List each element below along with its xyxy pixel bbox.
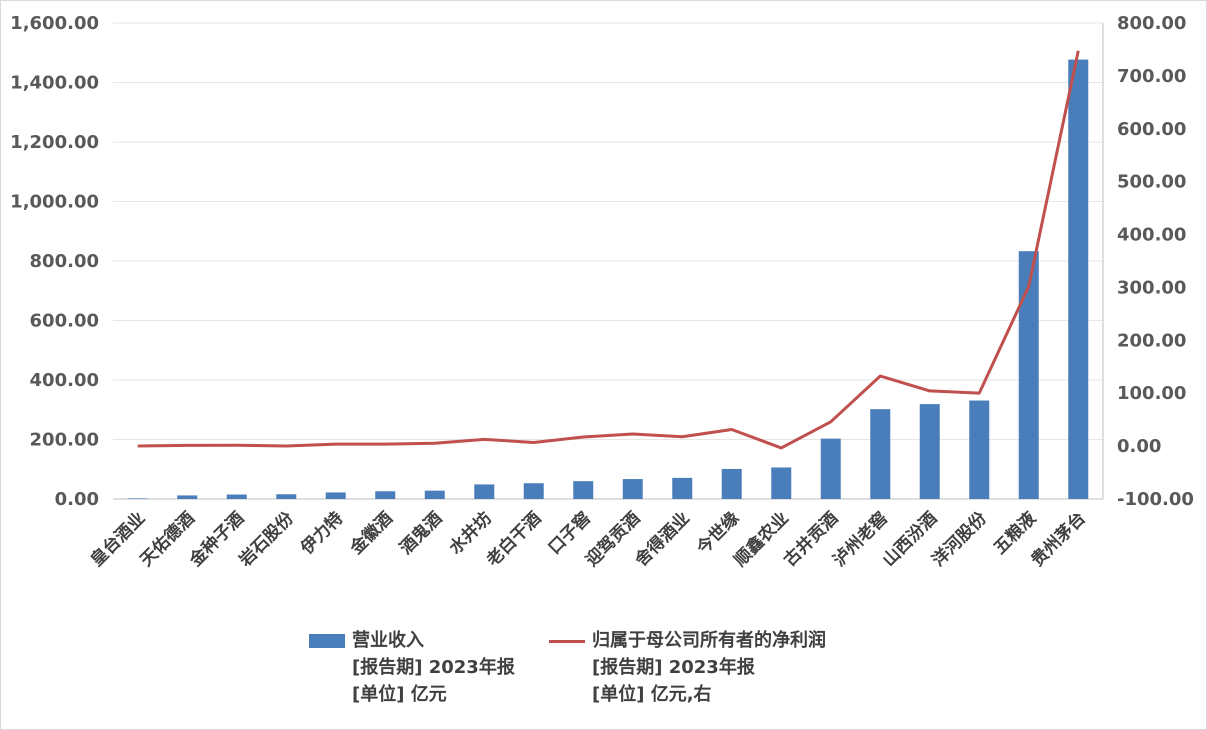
x-tick-label: 金徽酒 bbox=[345, 508, 397, 560]
revenue-bar bbox=[573, 481, 594, 499]
x-tick-label: 山西汾酒 bbox=[878, 508, 941, 571]
x-tick-label: 天佑德酒 bbox=[136, 508, 199, 571]
legend-revenue-period: [报告期] 2023年报 bbox=[352, 657, 515, 678]
revenue-bar bbox=[226, 494, 247, 499]
y-left-tick-label: 800.00 bbox=[30, 251, 99, 272]
y-left-tick-label: 600.00 bbox=[30, 311, 99, 332]
legend-profit-unit: [单位] 亿元,右 bbox=[592, 684, 712, 705]
y-left-tick-label: 400.00 bbox=[30, 370, 99, 391]
y-left-tick-label: 1,200.00 bbox=[10, 132, 99, 153]
revenue-bar bbox=[771, 467, 792, 499]
legend-revenue-unit: [单位] 亿元 bbox=[352, 684, 447, 705]
x-tick-label: 老白干酒 bbox=[482, 508, 546, 572]
x-tick-label: 皇台酒业 bbox=[86, 508, 149, 571]
revenue-bar bbox=[325, 492, 346, 499]
x-tick-label: 泸州老窖 bbox=[829, 508, 892, 571]
legend-swatch-revenue bbox=[309, 634, 345, 648]
revenue-bar bbox=[523, 483, 544, 499]
revenue-bar bbox=[474, 484, 495, 499]
revenue-bar bbox=[622, 479, 643, 499]
chart-canvas: 0.00 200.00 400.00 600.00 800.00 1,000.00 1,20… bbox=[10, 13, 1194, 572]
x-tick-label: 洋河股份 bbox=[928, 507, 992, 571]
y-left-tick-label: 1,400.00 bbox=[10, 73, 99, 94]
legend-swatch-profit bbox=[549, 640, 585, 643]
y-right-tick-label: 800.00 bbox=[1117, 13, 1186, 34]
revenue-bar bbox=[1068, 59, 1089, 499]
x-tick-label: 古井贡酒 bbox=[779, 508, 842, 571]
x-tick-label: 岩石股份 bbox=[234, 507, 298, 571]
x-tick-label: 舍得酒业 bbox=[631, 508, 694, 571]
revenue-bar bbox=[424, 490, 445, 499]
revenue-bar bbox=[672, 477, 693, 499]
y-left-tick-label: 1,600.00 bbox=[10, 13, 99, 34]
net-profit-line bbox=[137, 50, 1080, 450]
legend-profit-period: [报告期] 2023年报 bbox=[592, 657, 755, 678]
legend-profit: 归属于母公司所有者的净利润 [报告期] 2023年报 [单位] 亿元,右 bbox=[592, 627, 826, 708]
x-tick-label: 酒鬼酒 bbox=[395, 508, 446, 559]
y-right-tick-label: 300.00 bbox=[1117, 277, 1186, 298]
x-tick-label: 贵州茅台 bbox=[1027, 508, 1090, 571]
x-tick-label: 迎驾贡酒 bbox=[581, 508, 644, 571]
revenue-bar bbox=[870, 409, 891, 499]
y-left-tick-label: 0.00 bbox=[55, 489, 99, 510]
y-right-tick-label: 600.00 bbox=[1117, 119, 1186, 140]
revenue-bar bbox=[177, 495, 198, 499]
y-right-tick-label: 200.00 bbox=[1117, 330, 1186, 351]
revenue-bar bbox=[1018, 251, 1039, 499]
y-right-tick-label: 700.00 bbox=[1117, 66, 1186, 87]
y-right-tick-label: 0.00 bbox=[1117, 436, 1161, 457]
x-tick-label: 顺鑫农业 bbox=[730, 508, 793, 571]
y-left-tick-label: 200.00 bbox=[30, 430, 99, 451]
y-right-tick-label: 100.00 bbox=[1117, 383, 1186, 404]
y-right-tick-label: 500.00 bbox=[1117, 172, 1186, 193]
revenue-bar bbox=[276, 494, 297, 499]
revenue-bar bbox=[721, 468, 742, 499]
revenue-bar bbox=[127, 498, 148, 499]
x-tick-label: 伊力特 bbox=[296, 508, 348, 560]
revenue-bar bbox=[375, 491, 396, 499]
y-right-tick-label: 400.00 bbox=[1117, 225, 1186, 246]
y-left-tick-label: 1,000.00 bbox=[10, 192, 99, 213]
legend-profit-name: 归属于母公司所有者的净利润 bbox=[592, 630, 826, 651]
legend-revenue-name: 营业收入 bbox=[352, 630, 424, 651]
y-right-tick-label: -100.00 bbox=[1117, 489, 1194, 510]
x-tick-label: 金种子酒 bbox=[185, 508, 249, 572]
revenue-bar bbox=[820, 438, 841, 499]
revenue-bar bbox=[969, 400, 990, 499]
revenue-bar bbox=[919, 404, 940, 499]
legend-revenue: 营业收入 [报告期] 2023年报 [单位] 亿元 bbox=[352, 627, 515, 708]
